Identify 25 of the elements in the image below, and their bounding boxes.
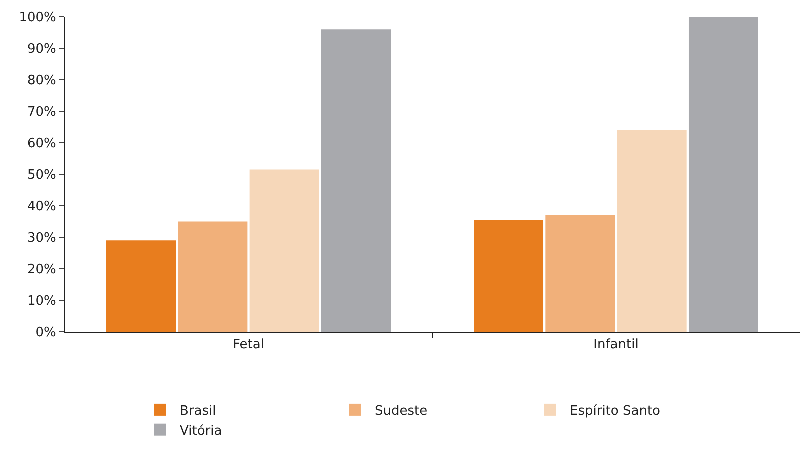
y-tick-label: 80% (27, 74, 56, 89)
legend-label: Vitória (180, 424, 222, 439)
y-tick-label: 10% (27, 294, 56, 310)
bar (321, 30, 391, 332)
legend-label: Espírito Santo (570, 404, 661, 420)
x-tick-label: Infantil (594, 338, 639, 353)
bar (250, 170, 320, 332)
y-tick-label: 60% (27, 136, 56, 152)
legend-label: Brasil (180, 404, 216, 420)
y-tick-label: 40% (27, 200, 56, 215)
bar (106, 240, 176, 332)
y-tick-label: 0% (36, 326, 56, 341)
y-tick-label: 20% (27, 262, 56, 278)
y-tick-label: 50% (27, 168, 56, 184)
y-tick-label: 30% (27, 231, 56, 246)
legend-label: Sudeste (375, 404, 428, 420)
y-tick-label: 70% (27, 105, 56, 120)
bar (178, 222, 248, 332)
y-tick-label: 100% (19, 10, 56, 26)
y-tick-label: 90% (27, 42, 56, 58)
bar (688, 17, 758, 332)
bar (474, 220, 544, 332)
x-tick-label: Fetal (233, 338, 264, 353)
bar (617, 130, 687, 332)
bar (546, 215, 616, 332)
